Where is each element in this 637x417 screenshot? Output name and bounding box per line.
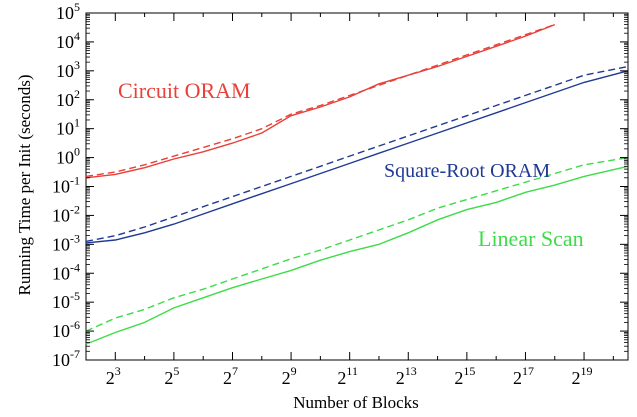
- y-tick-label: 101: [56, 116, 80, 139]
- y-tick-label: 105: [56, 0, 80, 23]
- y-tick-label: 102: [56, 87, 80, 110]
- x-tick-label: 25: [164, 364, 179, 388]
- x-tick-label: 29: [282, 364, 297, 388]
- y-tick-label: 100: [56, 145, 80, 168]
- series-layer: [85, 23, 629, 345]
- y-tick-label: 10-7: [52, 347, 80, 370]
- series-label-1: Square-Root ORAM: [384, 160, 550, 182]
- series-line-solid-2: [85, 165, 629, 345]
- y-tick-label: 10-6: [52, 318, 80, 341]
- y-tick-label: 103: [56, 58, 80, 81]
- x-axis-label: Number of Blocks: [293, 393, 419, 412]
- series-label-0: Circuit ORAM: [118, 78, 251, 103]
- series-line-solid-0: [85, 23, 556, 179]
- y-tick-label: 10-1: [52, 174, 80, 197]
- x-tick-label: 217: [513, 364, 534, 388]
- x-tick-label: 211: [337, 364, 358, 388]
- series-labels: Circuit ORAM Square-Root ORAM Linear Scan: [118, 78, 584, 251]
- y-axis-label: Running Time per Init (seconds): [15, 75, 34, 296]
- series-line-dashed-2: [85, 156, 629, 332]
- y-tick-label: 10-3: [52, 231, 80, 254]
- y-tick-label: 104: [56, 29, 80, 52]
- x-tick-label: 215: [454, 364, 475, 388]
- y-tick-label: 10-4: [52, 260, 80, 283]
- series-label-2: Linear Scan: [478, 226, 584, 251]
- series-line-dashed-1: [85, 65, 629, 243]
- y-tick-label: 10-5: [52, 289, 80, 312]
- series-line-dashed-0: [85, 23, 556, 178]
- x-tick-label: 27: [223, 364, 238, 388]
- tick-layer: 10-7 10-6 10-5 10-4 10-3 10-2 10-1 100 101 102 103…: [52, 0, 628, 388]
- x-tick-label: 219: [572, 364, 593, 388]
- x-tick-label: 23: [106, 364, 121, 388]
- x-tick-label: 213: [396, 364, 417, 388]
- series-line-solid-1: [85, 70, 629, 244]
- y-tick-label: 10-2: [52, 202, 80, 225]
